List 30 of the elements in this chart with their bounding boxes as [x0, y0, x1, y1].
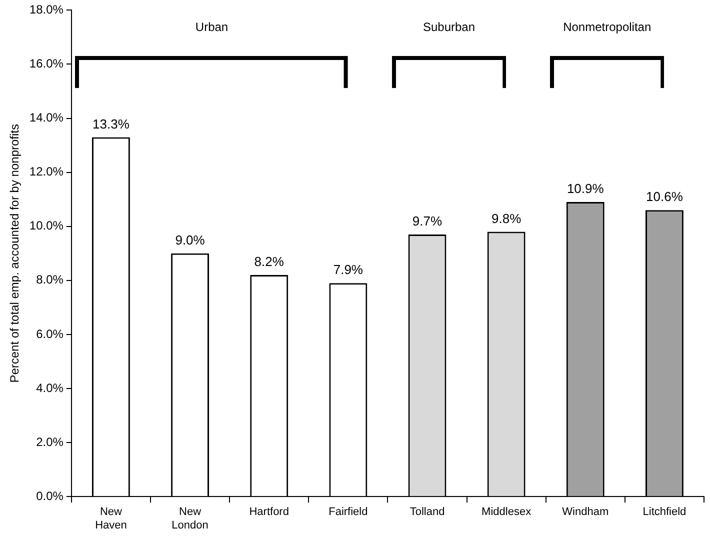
x-tick-label: Middlesex [482, 506, 532, 518]
annotation: Nonmetropolitan [563, 20, 652, 34]
x-tick-label: Hartford [249, 506, 289, 518]
data-label: 9.7% [412, 214, 442, 229]
y-tick-label: 8.0% [36, 272, 64, 287]
data-label: 10.6% [646, 189, 684, 204]
data-label: 8.2% [254, 254, 284, 270]
annotation: Suburban [422, 20, 476, 34]
x-tick-label: Fairfield [328, 506, 368, 518]
data-label: 10.9% [566, 181, 604, 196]
y-tick-label: 18.0% [29, 2, 64, 17]
x-tick-label: Windham [562, 506, 609, 518]
x-tick-label: Litchfield [642, 506, 686, 518]
y-tick-label: 14.0% [29, 110, 64, 125]
y-tick-label: 16.0% [29, 56, 64, 71]
y-tick-label: 2.0% [36, 434, 64, 449]
y-tick-label: 0.0% [36, 488, 64, 503]
data-label: 7.9% [333, 262, 364, 278]
annotation: Urban [195, 20, 228, 34]
y-axis-title: Percent of total emp. accounted for by nonprofits [8, 124, 22, 383]
data-label: 9.8% [492, 210, 522, 226]
y-tick-label: 12.0% [29, 164, 64, 179]
data-label: 9.0% [175, 232, 206, 248]
x-tick-label: Tolland [410, 506, 445, 518]
y-tick-label: 6.0% [36, 326, 64, 341]
x-tick-label: New London [172, 506, 208, 532]
y-tick-label: 10.0% [29, 218, 64, 233]
y-tick-label: 4.0% [36, 380, 64, 395]
x-tick-label: New Haven [95, 506, 127, 532]
data-label: 13.3% [92, 116, 130, 132]
